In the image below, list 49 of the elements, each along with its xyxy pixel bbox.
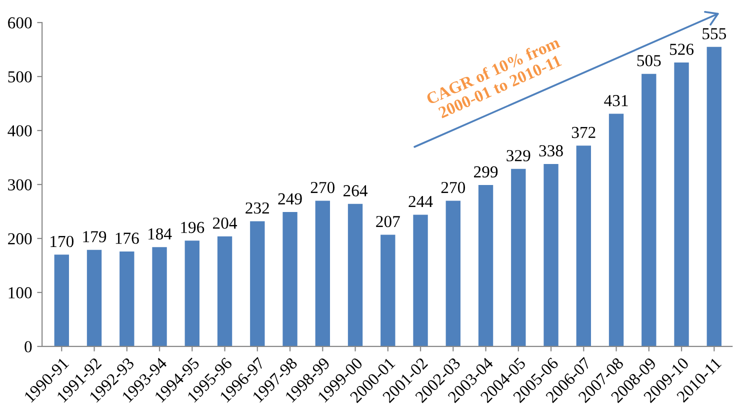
- bar: [380, 234, 396, 346]
- bar: [576, 146, 591, 346]
- data-label: 170: [50, 236, 74, 248]
- data-label: 264: [344, 185, 368, 196]
- bar: [706, 46, 722, 346]
- y-tick-label: 0: [24, 341, 32, 352]
- bar: [217, 236, 232, 346]
- data-label: 338: [539, 145, 563, 156]
- data-label: 207: [376, 216, 400, 228]
- data-label: 270: [441, 182, 466, 194]
- bar: [250, 221, 265, 346]
- bar: [54, 254, 69, 346]
- data-label: 505: [637, 55, 661, 66]
- y-tick-label: 500: [8, 71, 32, 82]
- data-label: 431: [604, 95, 628, 106]
- bar: [120, 251, 134, 346]
- bar: [446, 200, 460, 346]
- bar: [413, 214, 428, 346]
- y-tick-label: 400: [8, 125, 32, 136]
- data-label: 232: [246, 202, 269, 214]
- data-label: 176: [116, 232, 139, 244]
- data-label: 184: [148, 228, 172, 240]
- data-label: 299: [474, 166, 498, 178]
- bar: [642, 74, 656, 346]
- data-label: 204: [213, 218, 238, 229]
- bar: [152, 247, 167, 346]
- data-label: 196: [181, 222, 204, 234]
- data-label: 372: [572, 126, 596, 138]
- bar: [674, 62, 689, 346]
- data-label: 270: [310, 182, 335, 194]
- y-tick-label: 200: [8, 233, 32, 244]
- bar: [282, 212, 298, 346]
- bar: [184, 240, 200, 346]
- data-label: 249: [278, 193, 302, 204]
- y-tick-label: 600: [8, 17, 32, 28]
- y-tick-label: 100: [8, 287, 32, 298]
- bar: [86, 250, 102, 346]
- bar: [478, 185, 494, 346]
- data-label: 244: [408, 196, 433, 208]
- bar: [608, 114, 624, 346]
- data-label: 555: [702, 28, 726, 40]
- y-tick-label: 300: [8, 179, 32, 190]
- bar: [511, 168, 526, 346]
- data-label: 526: [670, 44, 694, 55]
- bar: [315, 200, 330, 346]
- bar: [544, 164, 558, 346]
- data-label: 179: [83, 231, 106, 242]
- bar: [348, 204, 363, 346]
- data-label: 329: [506, 150, 530, 162]
